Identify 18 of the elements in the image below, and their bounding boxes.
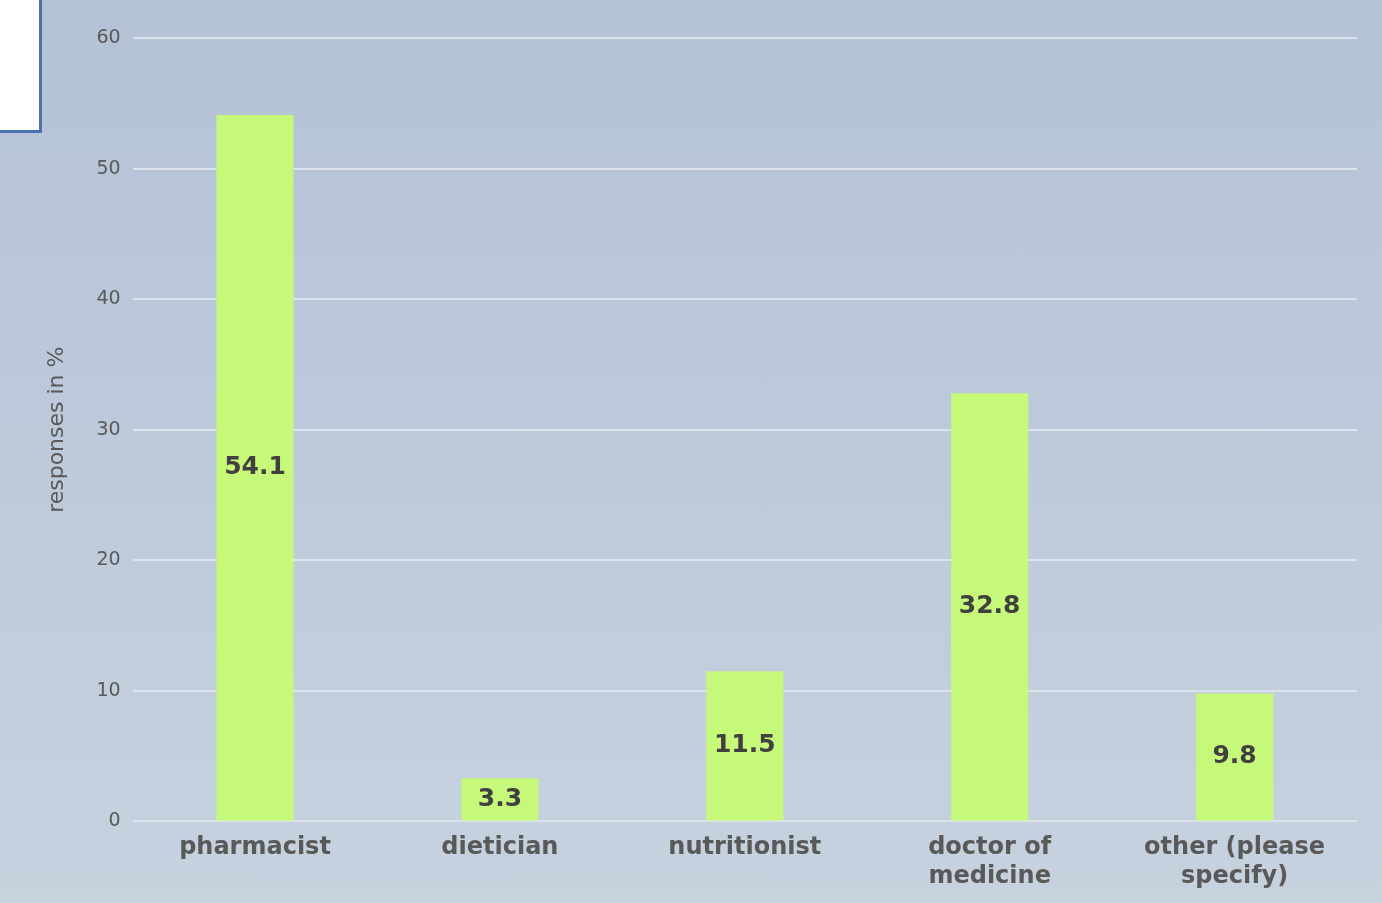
x-tick-label: dietician [441,832,559,861]
x-tick-label: doctor of medicine [928,832,1052,889]
y-tick-label: 20 [96,547,121,570]
x-tick-label: nutritionist [668,832,822,861]
y-tick-label: 0 [108,808,121,831]
y-tick-label: 40 [96,286,121,309]
y-tick-label: 60 [96,24,121,47]
data-label: 54.1 [224,451,286,481]
x-tick-label: other (please specify) [1144,832,1326,889]
x-tick-label: pharmacist [179,832,331,861]
data-label: 32.8 [958,590,1021,620]
y-tick-label: 30 [96,416,121,439]
y-tick-label: 10 [96,677,121,700]
y-axis-title: responses in % [42,346,68,513]
y-tick-label: 50 [96,155,121,178]
data-label: 3.3 [477,782,523,812]
data-label: 9.8 [1212,740,1257,770]
data-label: 11.5 [713,729,776,759]
